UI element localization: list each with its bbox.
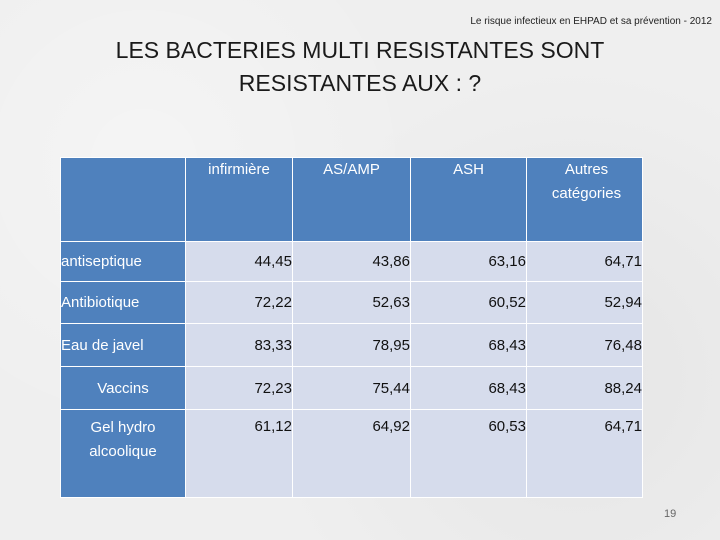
row-label-antibiotique: Antibiotique	[60, 281, 186, 324]
column-header-ash: ASH	[410, 157, 527, 242]
table-cell: 60,53	[410, 409, 527, 498]
table-cell: 72,22	[185, 281, 293, 324]
table-row: Gel hydro alcoolique 61,12 64,92 60,53 6…	[60, 409, 643, 498]
row-label-eau-de-javel: Eau de javel	[60, 323, 186, 367]
table-cell: 43,86	[292, 241, 411, 282]
table-cell: 75,44	[292, 366, 411, 410]
title-line-1: LES BACTERIES MULTI RESISTANTES SONT	[115, 37, 605, 63]
table-cell: 63,16	[410, 241, 527, 282]
row-label-antiseptique: antiseptique	[60, 241, 186, 282]
table-cell: 64,92	[292, 409, 411, 498]
row-label-vaccins: Vaccins	[60, 366, 186, 410]
table-cell: 61,12	[185, 409, 293, 498]
table-row: Antibiotique 72,22 52,63 60,52 52,94	[60, 281, 643, 324]
table-cell: 68,43	[410, 323, 527, 367]
page-number: 19	[664, 508, 677, 520]
table-cell: 76,48	[526, 323, 643, 367]
table-cell: 64,71	[526, 241, 643, 282]
table-cell: 44,45	[185, 241, 293, 282]
header-corner-cell	[60, 157, 186, 242]
table-cell: 78,95	[292, 323, 411, 367]
table-cell: 83,33	[185, 323, 293, 367]
table-cell: 52,94	[526, 281, 643, 324]
row-label-gel-hydro-alcoolique: Gel hydro alcoolique	[60, 409, 186, 498]
title-line-2: RESISTANTES AUX : ?	[238, 70, 482, 96]
slide-title: LES BACTERIES MULTI RESISTANTES SONT RES…	[0, 34, 720, 100]
table-cell: 52,63	[292, 281, 411, 324]
results-table: infirmière AS/AMP ASH Autres catégories …	[60, 157, 643, 498]
table-header-row: infirmière AS/AMP ASH Autres catégories	[60, 157, 643, 242]
table-row: Eau de javel 83,33 78,95 68,43 76,48	[60, 323, 643, 367]
table-cell: 72,23	[185, 366, 293, 410]
column-header-infirmiere: infirmière	[185, 157, 293, 242]
table-cell: 64,71	[526, 409, 643, 498]
column-header-as-amp: AS/AMP	[292, 157, 411, 242]
table-row: antiseptique 44,45 43,86 63,16 64,71	[60, 241, 643, 282]
table-row: Vaccins 72,23 75,44 68,43 88,24	[60, 366, 643, 410]
table-cell: 68,43	[410, 366, 527, 410]
column-header-autres: Autres catégories	[526, 157, 643, 242]
table-cell: 88,24	[526, 366, 643, 410]
table-cell: 60,52	[410, 281, 527, 324]
header-note: Le risque infectieux en EHPAD et sa prév…	[470, 16, 712, 27]
